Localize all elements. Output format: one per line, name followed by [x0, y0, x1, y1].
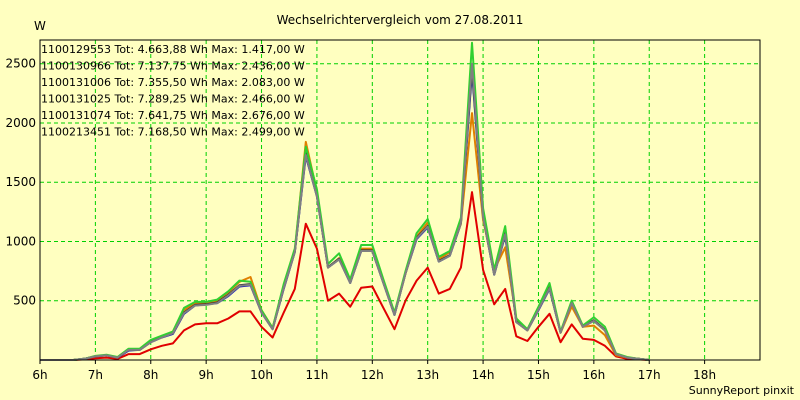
grid-lines: [40, 40, 760, 360]
series-lines: [40, 41, 650, 361]
x-tick-label: 16h: [582, 368, 605, 382]
legend-entry-1100131074: 1100131074 Tot: 7.641,75 Wh Max: 2.676,0…: [41, 109, 305, 122]
x-tick-label: 8h: [143, 368, 158, 382]
x-tick-label: 15h: [527, 368, 550, 382]
x-tick-label: 18h: [693, 368, 716, 382]
y-tick-label: 2000: [5, 116, 36, 130]
plot-frame: [39, 39, 761, 361]
credit-text: SunnyReport pinxit: [689, 384, 795, 397]
legend-entry-1100131006: 1100131006 Tot: 7.355,50 Wh Max: 2.083,0…: [41, 76, 305, 89]
x-tick-label: 11h: [305, 368, 328, 382]
x-tick-label: 14h: [472, 368, 495, 382]
series-line-1100213451: [40, 62, 650, 361]
legend-entry-1100131025: 1100131025 Tot: 7.289,25 Wh Max: 2.466,0…: [41, 93, 305, 106]
axis-ticks: 500 1000 1500 2000 2500 6h 7h 8h 9h 10h 11h 12h 13h 1…: [5, 57, 716, 382]
chart-title: Wechselrichtervergleich vom 27.08.2011: [277, 13, 524, 27]
legend-entry-1100129553: 1100129553 Tot: 4.663,88 Wh Max: 1.417,0…: [41, 43, 305, 56]
legend-entry-1100130966: 1100130966 Tot: 7.137,75 Wh Max: 2.436,0…: [41, 60, 305, 73]
y-axis-label: W: [34, 19, 46, 33]
series-line-1100131074: [40, 41, 650, 361]
y-tick-label: 500: [13, 294, 36, 308]
x-tick-label: 13h: [416, 368, 439, 382]
x-tick-label: 6h: [32, 368, 47, 382]
legend-entry-1100213451: 1100213451 Tot: 7.168,50 Wh Max: 2.499,0…: [41, 126, 305, 139]
y-tick-label: 1000: [5, 234, 36, 248]
series-line-1100129553: [40, 191, 650, 361]
y-tick-label: 1500: [5, 175, 36, 189]
x-tick-label: 17h: [638, 368, 661, 382]
y-tick-label: 2500: [5, 57, 36, 71]
x-tick-label: 12h: [361, 368, 384, 382]
x-tick-label: 7h: [88, 368, 103, 382]
x-tick-label: 10h: [250, 368, 273, 382]
legend: 1100129553 Tot: 4.663,88 Wh Max: 1.417,0…: [41, 43, 305, 139]
x-tick-label: 9h: [199, 368, 214, 382]
